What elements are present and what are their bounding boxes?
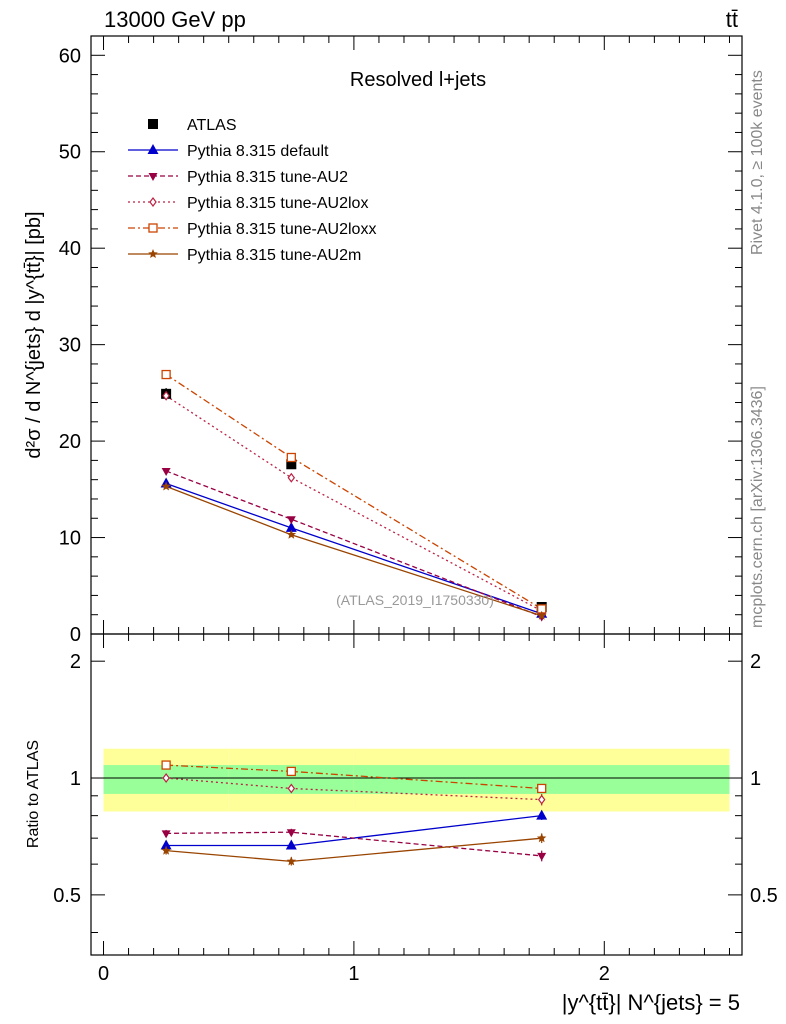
data-point-3-1	[287, 472, 296, 483]
legend-marker-0	[148, 119, 158, 129]
ratio-tick-label-right: 1	[750, 768, 761, 790]
data-point-2-1	[286, 516, 296, 525]
legend-marker-2	[148, 173, 158, 181]
main-series-lines	[165, 373, 543, 618]
main-title: Resolved l+jets	[350, 69, 486, 91]
watermark: (ATLAS_2019_I1750330)	[336, 592, 494, 608]
data-point-5-2	[536, 610, 547, 620]
main-panel: 0 10 20 30 40 50 60 Resolved l+jets (ATLAS_201…	[23, 35, 743, 646]
y-tick-label: 40	[59, 238, 81, 260]
ratio-point-3-0	[161, 760, 171, 770]
series-line-4	[165, 373, 543, 610]
legend-label-0: ATLAS	[187, 117, 237, 134]
y-tick-label: 30	[59, 335, 81, 357]
legend-marker-5	[148, 249, 158, 258]
legend-marker-1	[147, 144, 159, 154]
ratio-point-2-0	[162, 773, 170, 784]
y-tick-label: 10	[59, 528, 81, 550]
source-label: mcplots.cern.ch [arXiv:1306.3436]	[749, 386, 766, 628]
data-point-0-1	[286, 459, 297, 470]
ratio-tick-label-right: 2	[750, 651, 761, 673]
ratio-y-axis-label-text: Ratio to ATLAS	[25, 740, 42, 848]
data-point-4-1	[286, 452, 296, 463]
ratio-line-1	[166, 831, 542, 857]
data-point-3-0	[162, 390, 170, 401]
ratio-point-0-0	[160, 839, 172, 850]
process-label: tt̄	[726, 7, 738, 32]
ratio-axis-ticks: 0.5 0.5 1 1 2 2	[53, 651, 778, 933]
ratio-point-4-2	[536, 833, 547, 843]
ratio-tick-label-right: 0.5	[750, 885, 778, 907]
x-tick-label: 2	[599, 963, 610, 985]
ratio-line-0	[166, 814, 542, 847]
x-axis-label: |y^{tt̄}| N^{jets} = 5	[562, 990, 740, 1015]
legend-label-4: Pythia 8.315 tune-AU2loxx	[187, 221, 376, 238]
x-tick-label: 1	[348, 963, 359, 985]
ratio-point-3-1	[286, 766, 296, 777]
main-y-axis-label-text: d²σ / d N^{jets} d |y^{tt̄}| [pb]	[23, 211, 45, 458]
y-tick-label: 20	[59, 431, 81, 453]
ratio-point-2-2	[537, 794, 546, 805]
ratio-tick-label-left: 0.5	[53, 885, 81, 907]
ratio-point-1-0	[161, 830, 171, 839]
ratio-panel: 0.5 0.5 1 1 2 2 Ratio to ATLAS 0 1 2 |y^{tt̄}| …	[25, 633, 778, 1015]
data-point-2-0	[161, 467, 171, 476]
main-y-axis-label: d²σ / d N^{jets} d |y^{tt̄}| [pb]	[23, 211, 45, 458]
energy-label: 13000 GeV pp	[104, 7, 246, 32]
ratio-tick-label-left: 1	[70, 768, 81, 790]
data-point-4-0	[161, 369, 171, 380]
legend-label-1: Pythia 8.315 default	[187, 143, 329, 160]
data-point-1-1	[285, 521, 297, 532]
ratio-line-4	[166, 837, 542, 863]
rivet-label: Rivet 4.1.0, ≥ 100k events	[749, 70, 766, 255]
ratio-point-1-1	[286, 829, 296, 838]
ratio-markers	[160, 760, 548, 866]
ratio-point-2-1	[287, 783, 296, 794]
x-axis-ticks: 0 1 2	[98, 634, 730, 985]
main-axis-ticks: 0 10 20 30 40 50 60	[59, 36, 742, 646]
ratio-tick-label-left: 2	[70, 651, 81, 673]
ratio-y-axis-label: Ratio to ATLAS	[25, 740, 42, 848]
legend-marker-4	[148, 223, 158, 233]
y-tick-label: 0	[70, 624, 81, 646]
data-point-5-1	[286, 529, 297, 539]
y-tick-label: 50	[59, 142, 81, 164]
series-line-2	[165, 470, 542, 618]
ratio-point-4-0	[161, 845, 171, 855]
y-tick-label: 60	[59, 45, 81, 67]
x-tick-label: 0	[98, 963, 109, 985]
ratio-frame	[90, 633, 743, 956]
ratio-point-0-1	[285, 839, 297, 850]
main-markers	[160, 369, 548, 622]
data-point-5-0	[161, 481, 171, 491]
legend-marker-3	[149, 197, 157, 207]
ratio-point-3-2	[537, 783, 547, 794]
ratio-point-4-1	[286, 856, 297, 866]
legend: ATLAS Pythia 8.315 default Pythia 8.315 tu…	[128, 117, 376, 264]
ratio-point-0-2	[536, 809, 548, 820]
legend-label-2: Pythia 8.315 tune-AU2	[187, 169, 348, 186]
ratio-point-1-2	[537, 852, 547, 861]
legend-label-3: Pythia 8.315 tune-AU2lox	[187, 195, 368, 212]
legend-label-5: Pythia 8.315 tune-AU2m	[187, 247, 361, 264]
